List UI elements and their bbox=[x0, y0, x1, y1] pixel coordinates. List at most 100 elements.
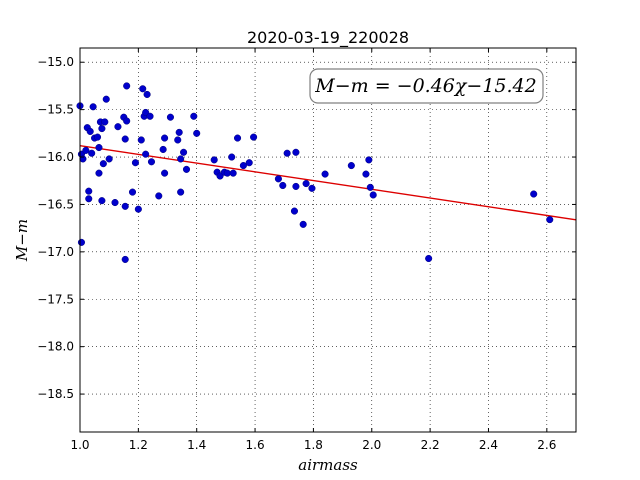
data-point bbox=[177, 188, 185, 196]
data-point bbox=[292, 148, 300, 156]
data-point bbox=[182, 165, 191, 173]
y-tick-label: −15.0 bbox=[37, 55, 74, 69]
y-tick-labels: −15.0 −15.5 −16.0 −16.5 −17.0 −17.5 −18.0 −18.5 bbox=[37, 55, 74, 401]
data-point bbox=[77, 238, 86, 246]
data-point bbox=[121, 255, 129, 263]
data-point bbox=[347, 162, 355, 170]
data-point bbox=[123, 82, 131, 90]
data-point bbox=[425, 254, 433, 263]
data-point bbox=[121, 135, 129, 143]
data-point bbox=[166, 113, 174, 121]
data-point bbox=[210, 156, 218, 164]
data-point bbox=[105, 155, 113, 163]
annotation-box bbox=[309, 68, 544, 104]
data-point bbox=[99, 160, 107, 168]
fit-line-layer bbox=[79, 144, 577, 221]
data-point bbox=[142, 150, 150, 158]
data-point bbox=[82, 146, 90, 154]
data-point bbox=[292, 182, 300, 190]
y-axis-label: M−m bbox=[13, 219, 31, 262]
y-tick-label: −16.0 bbox=[37, 150, 74, 164]
data-point bbox=[302, 180, 310, 188]
data-point bbox=[308, 184, 316, 192]
data-point bbox=[85, 195, 93, 203]
data-point bbox=[234, 134, 242, 142]
data-point bbox=[147, 158, 156, 166]
x-tick-labels: 1.0 1.2 1.4 1.6 1.8 2.0 2.2 2.4 2.6 bbox=[70, 438, 556, 452]
data-point bbox=[131, 159, 139, 167]
data-point bbox=[250, 133, 258, 141]
chart-title: 2020-03-19_220028 bbox=[247, 28, 409, 48]
data-point bbox=[229, 169, 237, 177]
data-point bbox=[95, 169, 103, 177]
annotation-text: M−m = −0.46χ−15.42 bbox=[314, 75, 536, 97]
y-tick-label: −17.0 bbox=[37, 245, 74, 259]
data-point bbox=[365, 156, 373, 164]
data-point bbox=[279, 181, 287, 190]
data-point bbox=[85, 187, 93, 195]
data-point bbox=[89, 103, 97, 111]
data-point bbox=[128, 188, 137, 196]
data-point bbox=[146, 112, 154, 120]
x-tick-label: 1.8 bbox=[304, 438, 323, 452]
plot-frame bbox=[79, 47, 577, 433]
data-point bbox=[123, 117, 131, 125]
data-point bbox=[88, 149, 96, 157]
fit-annotation: M−m = −0.46χ−15.42 bbox=[309, 68, 544, 104]
data-point bbox=[180, 148, 188, 156]
x-tick-label: 1.2 bbox=[129, 438, 148, 452]
fit-line bbox=[79, 144, 577, 221]
data-point bbox=[366, 183, 374, 191]
data-point bbox=[369, 191, 377, 199]
x-tick-label: 2.4 bbox=[479, 438, 498, 452]
data-point bbox=[321, 170, 329, 178]
x-tick-label: 2.6 bbox=[537, 438, 556, 452]
x-axis-label: airmass bbox=[298, 456, 358, 474]
data-point bbox=[161, 134, 169, 142]
data-point bbox=[193, 129, 201, 137]
data-point bbox=[98, 125, 106, 133]
data-point bbox=[121, 202, 129, 210]
data-point bbox=[114, 123, 122, 131]
x-tick-label: 1.0 bbox=[70, 438, 89, 452]
data-point bbox=[362, 170, 370, 178]
data-point bbox=[175, 128, 183, 136]
data-point bbox=[290, 207, 298, 215]
y-tick-label: −16.5 bbox=[37, 197, 74, 211]
data-point bbox=[155, 192, 163, 200]
data-point bbox=[245, 159, 253, 167]
y-tick-label: −15.5 bbox=[37, 103, 74, 117]
y-tick-label: −18.0 bbox=[37, 340, 74, 354]
data-point bbox=[283, 149, 291, 157]
data-point bbox=[299, 220, 307, 228]
ticks bbox=[79, 48, 576, 432]
data-point bbox=[190, 112, 198, 120]
data-point bbox=[177, 155, 185, 163]
data-point bbox=[174, 136, 182, 144]
data-point bbox=[86, 127, 94, 135]
grid bbox=[79, 48, 576, 432]
data-point bbox=[98, 197, 106, 205]
data-point bbox=[95, 144, 103, 152]
data-point bbox=[111, 198, 119, 207]
data-point bbox=[530, 190, 538, 198]
data-point bbox=[137, 136, 145, 144]
data-point bbox=[134, 205, 142, 213]
y-tick-label: −18.5 bbox=[37, 387, 74, 401]
x-tick-label: 1.4 bbox=[187, 438, 206, 452]
data-point bbox=[239, 162, 247, 170]
x-tick-label: 2.2 bbox=[421, 438, 440, 452]
y-tick-label: −17.5 bbox=[37, 292, 74, 306]
x-tick-label: 1.6 bbox=[246, 438, 265, 452]
data-point bbox=[159, 145, 167, 154]
data-point bbox=[161, 169, 169, 177]
data-point bbox=[139, 85, 147, 93]
data-point bbox=[143, 90, 151, 99]
x-tick-label: 2.0 bbox=[362, 438, 381, 452]
data-point bbox=[101, 118, 109, 126]
data-point bbox=[102, 95, 110, 103]
data-point bbox=[228, 153, 236, 161]
data-point bbox=[93, 133, 102, 141]
points-layer bbox=[76, 82, 554, 263]
